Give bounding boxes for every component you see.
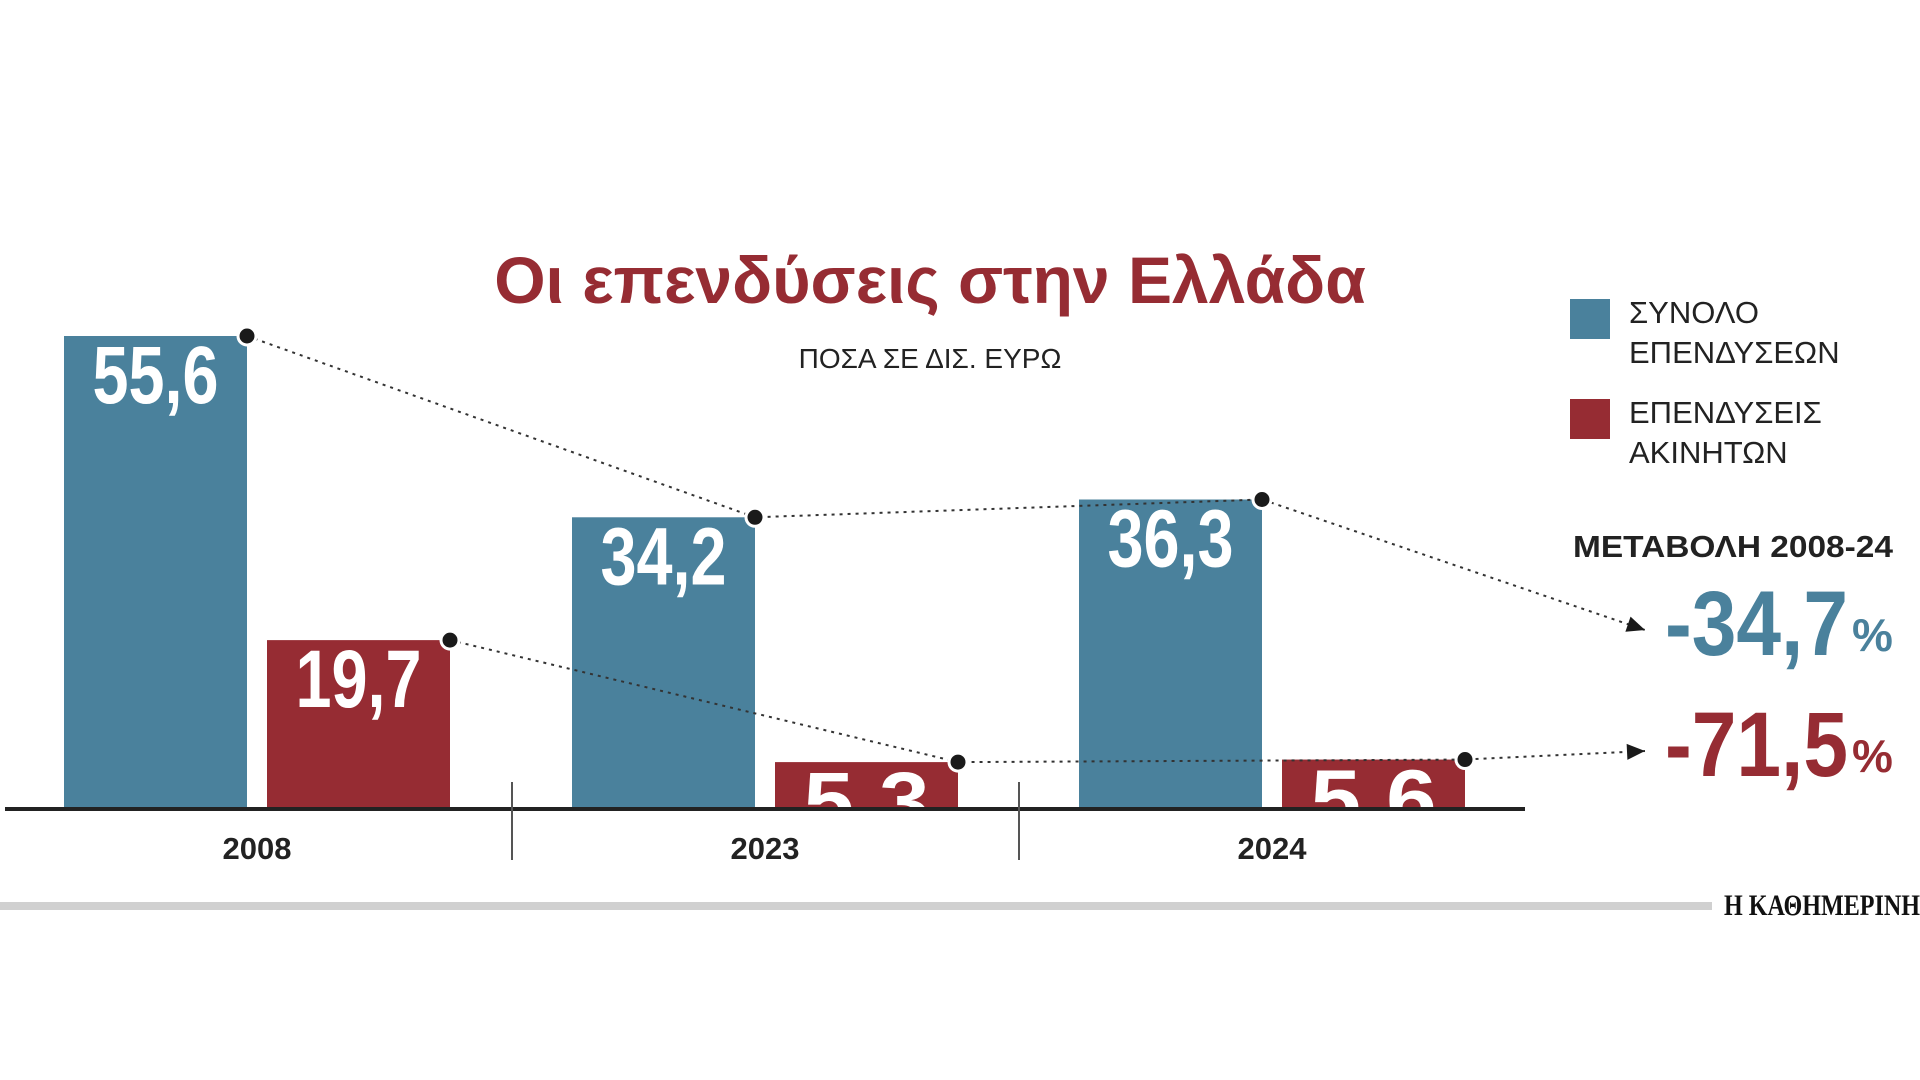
bar-value-label: 19,7 bbox=[296, 634, 422, 725]
change-values: -34,7 %-71,5% bbox=[1665, 573, 1893, 796]
chart-title: Οι επενδύσεις στην Ελλάδα bbox=[494, 243, 1366, 317]
change-label: ΜΕΤΑΒΟΛΗ 2008-24 bbox=[1573, 529, 1894, 564]
connector-dot bbox=[744, 506, 766, 528]
bar-real-estate-2024 bbox=[1282, 759, 1465, 807]
bars-layer: 55,6 34,2 36,3 19,7 5,3 5,6 bbox=[64, 330, 1465, 847]
arrow-head bbox=[1625, 616, 1645, 632]
change-value: -71,5 bbox=[1665, 694, 1848, 796]
connector-dot bbox=[947, 751, 969, 773]
change-unit: % bbox=[1852, 609, 1893, 661]
legend-label: ΣΥΝΟΛΟ bbox=[1629, 295, 1759, 330]
connector-dot bbox=[236, 325, 258, 347]
trend-connector-line bbox=[246, 335, 1646, 631]
connector-dot bbox=[439, 629, 461, 651]
connector-dot bbox=[1251, 488, 1273, 510]
change-value: -34,7 bbox=[1665, 573, 1848, 675]
x-tick-label: 2008 bbox=[223, 831, 292, 866]
arrow-head bbox=[1626, 743, 1645, 760]
bar-real-estate-2008 bbox=[267, 640, 450, 807]
legend-label: ΑΚΙΝΗΤΩΝ bbox=[1629, 435, 1788, 470]
bar-total-2023 bbox=[572, 517, 755, 807]
legend-label: ΕΠΕΝΔΥΣΕΩΝ bbox=[1629, 335, 1840, 370]
connectors-layer bbox=[236, 325, 1646, 773]
change-unit: % bbox=[1852, 730, 1893, 782]
chart-subtitle: ΠΟΣΑ ΣΕ ΔΙΣ. ΕΥΡΩ bbox=[799, 343, 1062, 374]
bar-value-label: 34,2 bbox=[601, 511, 727, 602]
bar-total-2024 bbox=[1079, 499, 1262, 807]
legend: ΣΥΝΟΛΟ ΕΠΕΝΔΥΣΕΩΝ ΕΠΕΝΔΥΣΕΙΣ ΑΚΙΝΗΤΩΝ bbox=[1570, 295, 1840, 470]
legend-label: ΕΠΕΝΔΥΣΕΙΣ bbox=[1629, 395, 1822, 430]
x-axis-ticks: 2008 2023 2024 bbox=[223, 831, 1308, 866]
legend-swatch bbox=[1570, 399, 1610, 439]
bar-value-label: 5,3 bbox=[804, 756, 930, 847]
legend-swatch bbox=[1570, 299, 1610, 339]
x-tick-label: 2023 bbox=[731, 831, 800, 866]
source-logo: Η ΚΑΘΗΜΕΡΙΝΗ bbox=[1724, 889, 1920, 922]
bar-value-label: 5,6 bbox=[1311, 754, 1437, 845]
bar-value-label: 55,6 bbox=[93, 330, 219, 421]
x-tick-label: 2024 bbox=[1238, 831, 1308, 866]
connector-dot bbox=[1454, 749, 1476, 771]
bar-value-label: 36,3 bbox=[1108, 493, 1234, 584]
bar-real-estate-2023 bbox=[775, 762, 958, 807]
bar-total-2008 bbox=[64, 336, 247, 807]
